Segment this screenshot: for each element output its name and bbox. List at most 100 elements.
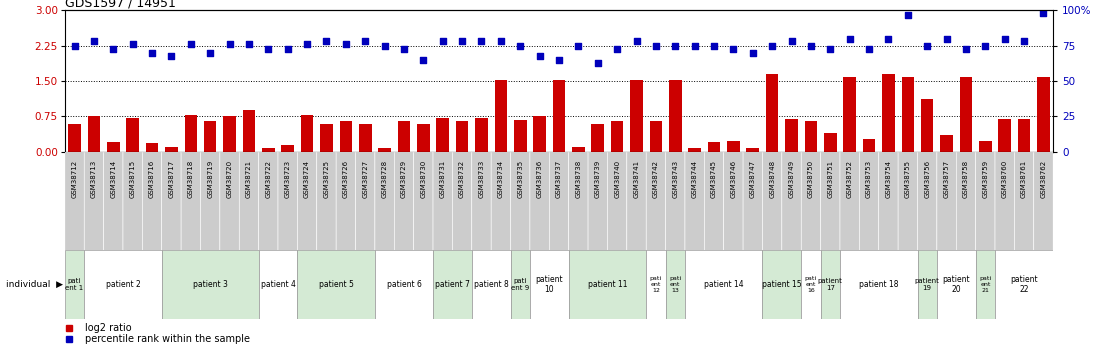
- Text: patient 4: patient 4: [260, 280, 295, 289]
- Point: [278, 46, 296, 51]
- Bar: [472, 250, 511, 319]
- Bar: [569, 250, 646, 319]
- Text: GSM38741: GSM38741: [634, 160, 639, 198]
- Bar: [995, 250, 1053, 319]
- FancyBboxPatch shape: [278, 147, 297, 255]
- Bar: [669, 80, 682, 152]
- FancyBboxPatch shape: [802, 147, 821, 255]
- Text: GSM38748: GSM38748: [769, 160, 775, 198]
- Text: GSM38712: GSM38712: [72, 160, 77, 198]
- FancyBboxPatch shape: [781, 147, 802, 255]
- FancyBboxPatch shape: [297, 147, 316, 255]
- FancyBboxPatch shape: [646, 147, 665, 255]
- Point: [395, 46, 413, 51]
- Bar: [940, 135, 953, 152]
- FancyBboxPatch shape: [356, 147, 375, 255]
- Text: GSM38724: GSM38724: [304, 160, 310, 198]
- Text: GSM38739: GSM38739: [595, 160, 600, 198]
- Bar: [456, 121, 468, 152]
- Point: [201, 50, 219, 56]
- FancyBboxPatch shape: [723, 147, 743, 255]
- Bar: [821, 250, 840, 319]
- Bar: [417, 124, 429, 152]
- FancyBboxPatch shape: [104, 147, 123, 255]
- Bar: [145, 143, 159, 152]
- Bar: [224, 117, 236, 152]
- FancyBboxPatch shape: [840, 147, 860, 255]
- FancyBboxPatch shape: [123, 147, 142, 255]
- Point: [880, 36, 898, 41]
- Text: GDS1597 / 14951: GDS1597 / 14951: [65, 0, 176, 9]
- Bar: [340, 121, 352, 152]
- Bar: [530, 250, 569, 319]
- Point: [318, 39, 335, 44]
- Point: [104, 46, 122, 51]
- FancyBboxPatch shape: [491, 147, 511, 255]
- Text: percentile rank within the sample: percentile rank within the sample: [85, 334, 249, 344]
- Point: [743, 50, 761, 56]
- Text: patient 3: patient 3: [192, 280, 228, 289]
- Text: patient 7: patient 7: [435, 280, 470, 289]
- Point: [337, 41, 354, 47]
- Bar: [87, 117, 101, 152]
- Point: [822, 46, 840, 51]
- Text: patient 14: patient 14: [704, 280, 743, 289]
- FancyBboxPatch shape: [588, 147, 607, 255]
- Text: GSM38726: GSM38726: [343, 160, 349, 198]
- Text: patient
17: patient 17: [818, 278, 843, 291]
- Bar: [243, 110, 255, 152]
- Point: [162, 53, 180, 58]
- Bar: [203, 121, 217, 152]
- Bar: [297, 250, 375, 319]
- Point: [357, 39, 375, 44]
- Text: GSM38751: GSM38751: [827, 160, 833, 198]
- Bar: [552, 80, 566, 152]
- Bar: [802, 250, 821, 319]
- Point: [434, 39, 452, 44]
- Text: GSM38759: GSM38759: [983, 160, 988, 198]
- FancyBboxPatch shape: [511, 147, 530, 255]
- Point: [550, 57, 568, 63]
- Bar: [646, 250, 665, 319]
- Bar: [1017, 119, 1031, 152]
- Bar: [766, 74, 778, 152]
- Text: GSM38717: GSM38717: [169, 160, 174, 198]
- FancyBboxPatch shape: [181, 147, 200, 255]
- Text: patient 15: patient 15: [762, 280, 802, 289]
- Text: GSM38755: GSM38755: [904, 160, 911, 198]
- FancyBboxPatch shape: [821, 147, 840, 255]
- FancyBboxPatch shape: [530, 147, 549, 255]
- Text: patient 6: patient 6: [387, 280, 421, 289]
- Point: [841, 36, 859, 41]
- FancyBboxPatch shape: [956, 147, 976, 255]
- Bar: [937, 250, 976, 319]
- Bar: [375, 250, 433, 319]
- Text: pati
ent
16: pati ent 16: [805, 276, 817, 293]
- Bar: [475, 118, 487, 152]
- FancyBboxPatch shape: [337, 147, 356, 255]
- Bar: [959, 77, 973, 152]
- Point: [492, 39, 510, 44]
- FancyBboxPatch shape: [84, 147, 104, 255]
- Bar: [762, 250, 802, 319]
- FancyBboxPatch shape: [200, 147, 220, 255]
- Text: GSM38723: GSM38723: [285, 160, 291, 198]
- Text: GSM38732: GSM38732: [459, 160, 465, 198]
- Point: [685, 43, 703, 49]
- FancyBboxPatch shape: [414, 147, 433, 255]
- Bar: [843, 77, 856, 152]
- Text: patient 8: patient 8: [474, 280, 509, 289]
- Bar: [650, 121, 662, 152]
- Point: [415, 57, 433, 63]
- Bar: [665, 250, 685, 319]
- Bar: [591, 124, 604, 152]
- Point: [976, 43, 994, 49]
- Bar: [258, 250, 297, 319]
- FancyBboxPatch shape: [549, 147, 569, 255]
- Text: GSM38737: GSM38737: [556, 160, 562, 198]
- Text: patient 5: patient 5: [319, 280, 353, 289]
- Bar: [824, 133, 836, 152]
- Point: [299, 41, 316, 47]
- Bar: [901, 77, 915, 152]
- Bar: [162, 250, 258, 319]
